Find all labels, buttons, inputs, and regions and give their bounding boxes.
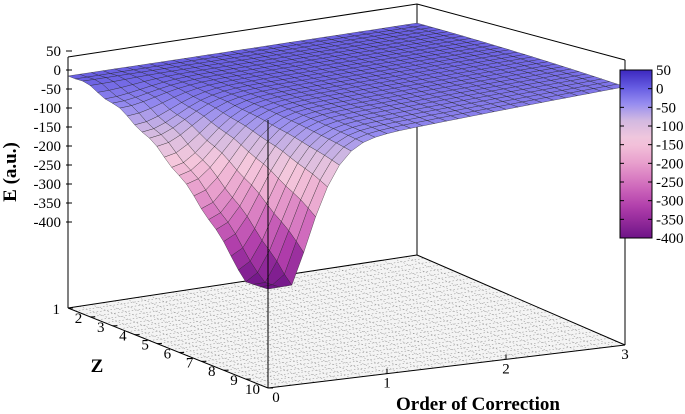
floor-grid-line <box>216 321 572 368</box>
floor-grid-line <box>82 261 433 315</box>
z-axis-label: E (a.u.) <box>0 142 21 202</box>
z-tick-label: -150 <box>34 120 62 136</box>
floor-grid-line <box>114 300 316 383</box>
z-tick-label: -350 <box>34 196 62 212</box>
floor-grid-line <box>75 258 425 312</box>
box-frame-front <box>67 120 626 389</box>
floor-grid-line <box>382 260 590 350</box>
x-tick-label: 3 <box>621 347 629 363</box>
x-tick-label: 0 <box>272 390 280 406</box>
z-tick-label: -300 <box>34 177 62 193</box>
colorbar-tick-label: -400 <box>656 231 684 247</box>
colorbar-tick-label: -300 <box>656 194 684 210</box>
colorbar-tick-label: -200 <box>656 156 684 172</box>
y-tick-label: 3 <box>97 320 105 336</box>
floor-grid-line <box>160 293 364 377</box>
floor-grid-line <box>370 261 578 351</box>
floor-grid-line <box>335 267 542 356</box>
colorbar-gradient <box>619 69 653 239</box>
y-tick-label: 8 <box>208 364 216 380</box>
frame-edge <box>67 307 269 389</box>
floor-grid-line <box>149 295 352 379</box>
frame-edge <box>416 254 626 346</box>
x-tick-label: 2 <box>502 361 510 377</box>
floor-grid-line <box>102 302 304 384</box>
floor-grid-line <box>137 297 340 380</box>
z-axis-ticks: 50 0 -50 -100 -150 -200 -250 -300 -350 -400 <box>34 44 72 231</box>
y-tick-label: 5 <box>141 338 149 354</box>
floor-grid-line <box>90 264 441 318</box>
y-tick-label: 6 <box>164 346 172 362</box>
floor-grid-line <box>79 306 280 387</box>
colorbar-tick-label: -250 <box>656 175 684 191</box>
y-tick-label: 1 <box>53 302 61 318</box>
z-tick-label: -200 <box>34 139 62 155</box>
colorbar-tick-label: -350 <box>656 212 684 228</box>
z-tick-label: 0 <box>54 63 62 79</box>
colorbar-tick-label: 50 <box>656 63 671 79</box>
y-tick-label: 9 <box>230 373 238 389</box>
z-tick-label: -400 <box>34 215 62 231</box>
y-tick-label: 2 <box>75 311 83 327</box>
floor-grid-line <box>300 272 507 360</box>
z-tick-label: 50 <box>46 44 61 60</box>
floor-grid-line <box>91 304 292 386</box>
energy-surface <box>67 22 626 290</box>
frame-edge <box>67 254 418 309</box>
floor-grid-line <box>253 338 610 383</box>
floor-grid-line <box>238 331 595 377</box>
y-tick-label: 10 <box>245 382 260 398</box>
floor-grid <box>67 254 626 389</box>
colorbar-tick-label: -100 <box>656 119 684 135</box>
floor-grid-line <box>172 291 376 376</box>
frame-edge <box>267 344 626 389</box>
floor-grid-line <box>230 328 587 374</box>
floor-grid-line <box>245 334 602 380</box>
floor-grid-line <box>312 270 518 359</box>
floor-grid-line <box>260 341 618 386</box>
floor-grid-line <box>195 288 399 373</box>
z-tick-label: -250 <box>34 158 62 174</box>
floor-grid-line <box>323 268 530 357</box>
colorbar-tick-label: 0 <box>656 82 664 98</box>
colorbar: 50 0 -50 -100 -150 -200 -250 -300 -350 -400 <box>619 63 684 247</box>
floor-grid-line <box>126 298 328 382</box>
y-axis-label: Z <box>91 356 104 377</box>
surface-cell <box>260 284 280 290</box>
floor-grid-line <box>193 311 548 359</box>
floor-grid-line <box>358 263 566 353</box>
floor-grid-line <box>207 286 411 372</box>
floor-grid-line <box>201 314 556 362</box>
y-tick-label: 4 <box>119 329 127 345</box>
y-tick-label: 7 <box>186 355 194 371</box>
z-tick-label: -100 <box>34 101 62 117</box>
x-axis-order-ticks: 0 1 2 3 <box>267 340 629 406</box>
x-tick-label: 1 <box>383 376 391 392</box>
z-tick-label: -50 <box>41 82 61 98</box>
x-axis-label: Order of Correction <box>396 394 560 414</box>
floor-grid-line <box>97 268 448 321</box>
floor-grid-line <box>112 274 464 327</box>
floor-grid-line <box>184 290 388 374</box>
floor-grid-line <box>105 271 456 324</box>
floor-grid-line <box>347 265 554 354</box>
colorbar-tick-label: -50 <box>656 100 676 116</box>
frame-edge <box>67 3 418 58</box>
floor-plane <box>68 255 625 388</box>
colorbar-tick-label: -150 <box>656 138 684 154</box>
floor-grid-line <box>405 256 614 347</box>
floor-grid-line <box>393 258 602 349</box>
floor-grid-line <box>223 324 579 371</box>
frame-edge <box>416 3 626 61</box>
